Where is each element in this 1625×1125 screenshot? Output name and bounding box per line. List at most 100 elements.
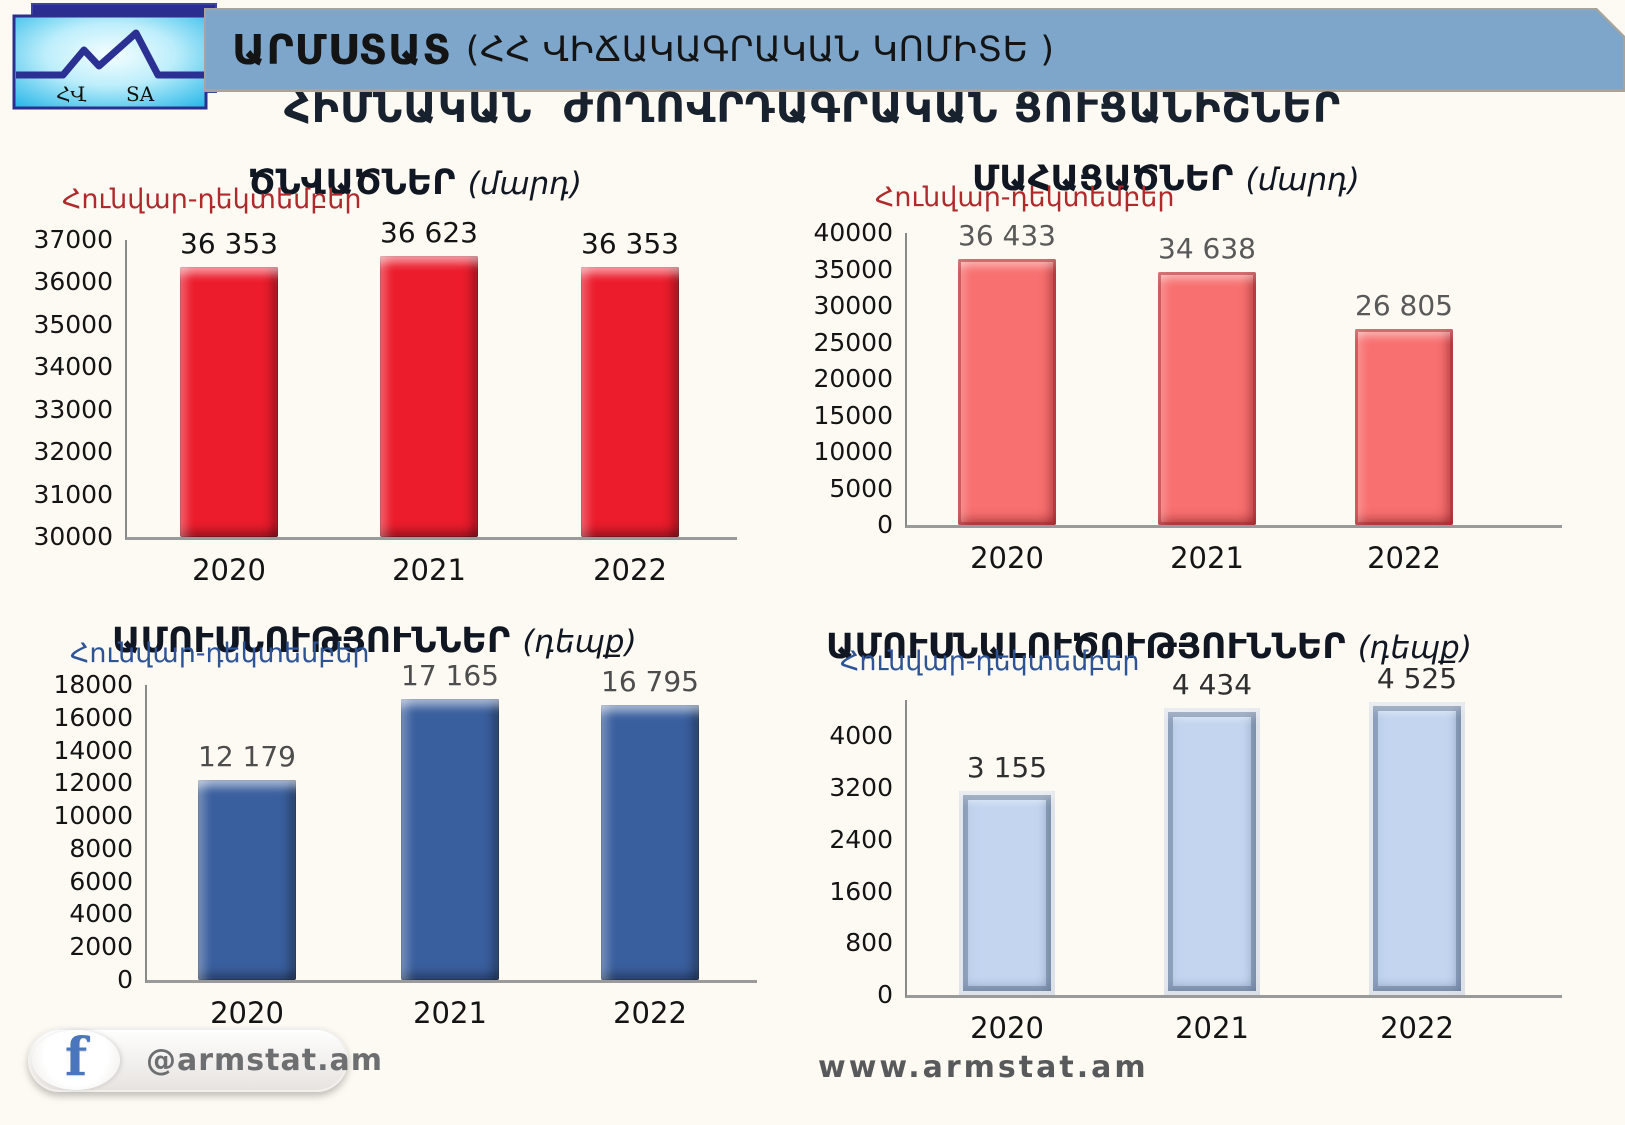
x-axis-year-label: 2022	[1380, 1011, 1454, 1045]
y-axis-tick: 34000	[33, 352, 113, 382]
divorces-plot-area: 0 800 1600 2400 3200 4000 3 155 2020 4 434 2021 4 …	[829, 664, 1562, 1045]
bar-value-label: 3 155	[966, 750, 1048, 784]
header-banner: ԱՐՄՍՏԱՏ (ՀՀ ՎԻՃԱԿԱԳՐԱԿԱՆ ԿՈՄԻՏԵ )	[204, 8, 1625, 92]
y-axis-tick: 0	[117, 965, 133, 994]
bar-2020	[198, 780, 296, 980]
chart-title-text: ԾՆՎԱԾՆԵՐ	[248, 163, 456, 204]
y-axis-tick: 1600	[829, 876, 893, 906]
x-axis-year-label: 2020	[192, 553, 266, 587]
y-axis-tick: 4000	[829, 721, 893, 751]
bar-2021	[1158, 272, 1256, 525]
website-url: www.armstat.am	[818, 1050, 1149, 1085]
y-axis-tick: 0	[877, 980, 893, 1009]
y-axis-tick: 3200	[829, 772, 893, 802]
bar-value-label: 4 525	[1376, 662, 1458, 696]
facebook-handle: @armstat.am	[146, 1042, 383, 1078]
banner-title-sub: (ՀՀ ՎԻՃԱԿԱԳՐԱԿԱՆ ԿՈՄԻՏԵ )	[465, 29, 1055, 70]
logo-text-right: SA	[126, 82, 155, 106]
y-axis-tick: 33000	[33, 394, 113, 424]
page-title: ՀԻՄՆԱԿԱՆ ԺՈՂՈՎՐԴԱԳՐԱԿԱՆ ՑՈՒՑԱՆԻՇՆԵՐ	[283, 84, 1342, 132]
x-axis-year-label: 2020	[970, 1011, 1044, 1045]
chart-unit-label: (դեպք)	[522, 624, 637, 661]
x-axis-year-label: 2021	[413, 996, 487, 1030]
y-axis-tick: 18000	[53, 670, 133, 699]
bar-2022	[1369, 702, 1465, 995]
deaths-plot-area: 0 5000 10000 15000 20000 25000 30000 35000 40000…	[813, 218, 1562, 575]
logo-text-left: ՀՎ	[56, 82, 87, 106]
facebook-icon-circle: f	[32, 1030, 120, 1090]
bar-value-label: 36 353	[581, 227, 679, 261]
x-axis-year-label: 2021	[392, 553, 466, 587]
y-axis-tick: 2400	[829, 824, 893, 854]
facebook-badge: f @armstat.am	[28, 1028, 382, 1092]
marriages-chart-title: ԱՄՈՒՍՆՈՒԹՅՈՒՆՆԵՐ (դեպք)	[112, 621, 637, 661]
chart-unit-label: (մարդ)	[1245, 162, 1360, 199]
y-axis-tick: 31000	[33, 479, 113, 509]
x-axis-year-label: 2021	[1170, 541, 1244, 575]
y-axis-tick: 15000	[813, 400, 893, 430]
births-plot-area: 30000 31000 32000 33000 34000 35000 36000 37000…	[33, 218, 737, 587]
y-axis-tick: 35000	[33, 309, 113, 339]
divorces-period-label: Հունվար-դեկտեմբեր	[840, 646, 1140, 677]
y-axis-tick: 800	[845, 928, 893, 958]
y-axis-tick: 30000	[33, 522, 113, 551]
bar-value-label: 4 434	[1171, 668, 1253, 702]
bar-2020	[180, 267, 278, 537]
x-axis-year-label: 2022	[593, 553, 667, 587]
bar-2022	[581, 267, 679, 537]
chart-unit-label: (դեպք)	[1357, 630, 1472, 667]
y-axis-tick: 32000	[33, 437, 113, 467]
y-axis-tick: 36000	[33, 267, 113, 297]
marriages-period-label: Հունվար-դեկտեմբեր	[70, 638, 370, 669]
births-period-label: Հունվար-դեկտեմբեր	[62, 184, 362, 215]
bar-value-label: 34 638	[1158, 232, 1256, 266]
y-axis-tick: 4000	[69, 899, 133, 929]
y-axis-tick: 30000	[813, 291, 893, 320]
y-axis-tick: 10000	[53, 801, 133, 831]
bar-value-label: 16 795	[601, 664, 699, 698]
y-axis-tick: 2000	[69, 932, 133, 962]
y-axis-tick: 40000	[813, 218, 893, 247]
chart-title-text: ԱՄՈՒՍՆԱԼՈՒԾՈՒԹՅՈՒՆՆԵՐ	[826, 627, 1346, 668]
facebook-f-icon: f	[64, 1027, 88, 1088]
y-axis-tick: 25000	[813, 327, 893, 357]
bar-2022	[601, 704, 699, 980]
chart-unit-label: (մարդ)	[467, 166, 582, 203]
y-axis-tick: 14000	[53, 735, 133, 765]
x-axis-year-label: 2020	[970, 541, 1044, 575]
y-axis-tick: 6000	[69, 866, 133, 896]
bar-value-label: 12 179	[198, 740, 296, 774]
bar-2020	[958, 259, 1056, 525]
bar-value-label: 36 433	[958, 219, 1056, 253]
x-axis-year-label: 2022	[1367, 541, 1441, 575]
deaths-chart-title: ՄԱՀԱՑԱԾՆԵՐ (մարդ)	[972, 159, 1360, 199]
deaths-period-label: Հունվար-դեկտեմբեր	[875, 182, 1175, 213]
bar-2021	[1164, 708, 1260, 995]
logo-front-rect	[12, 14, 208, 110]
chart-title-text: ՄԱՀԱՑԱԾՆԵՐ	[972, 159, 1234, 200]
bar-value-label: 36 353	[180, 227, 278, 261]
y-axis-tick: 12000	[53, 768, 133, 798]
bar-2022	[1355, 329, 1453, 525]
y-axis-tick: 35000	[813, 254, 893, 284]
header-banner-inner: ԱՐՄՍՏԱՏ (ՀՀ ՎԻՃԱԿԱԳՐԱԿԱՆ ԿՈՄԻՏԵ )	[206, 10, 1623, 89]
y-axis-tick: 0	[877, 510, 893, 539]
divorces-chart-title: ԱՄՈՒՍՆԱԼՈՒԾՈՒԹՅՈՒՆՆԵՐ (դեպք)	[826, 627, 1472, 667]
bar-value-label: 26 805	[1355, 289, 1453, 323]
bar-2021	[380, 256, 478, 537]
x-axis-year-label: 2021	[1175, 1011, 1249, 1045]
bar-value-label: 36 623	[380, 216, 478, 249]
bar-value-label: 17 165	[401, 658, 499, 692]
births-chart-title: ԾՆՎԱԾՆԵՐ (մարդ)	[248, 163, 582, 203]
y-axis-tick: 20000	[813, 364, 893, 393]
banner-title-main: ԱՐՄՍՏԱՏ	[232, 25, 452, 74]
y-axis-tick: 8000	[69, 833, 133, 863]
y-axis-tick: 16000	[53, 702, 133, 732]
marriages-plot-area: 0 2000 4000 6000 8000 10000 12000 14000 16000 180…	[53, 660, 757, 1030]
bar-2021	[401, 698, 499, 980]
